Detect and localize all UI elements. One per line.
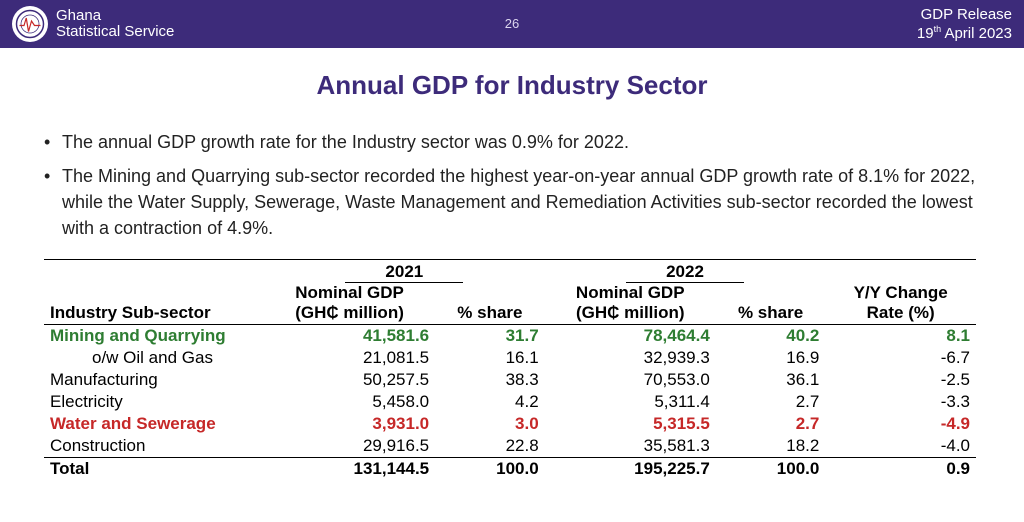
row-value: 31.7 <box>435 325 545 348</box>
org-name: Ghana Statistical Service <box>56 8 174 41</box>
table-row: Mining and Quarrying41,581.631.778,464.4… <box>44 325 976 348</box>
row-label: Mining and Quarrying <box>44 325 264 348</box>
release-info: GDP Release 19th April 2023 <box>917 6 1012 43</box>
gdp-table: 2021 2022 Industry Sub-sector Nominal GD… <box>44 259 976 480</box>
release-date: 19th April 2023 <box>917 24 1012 43</box>
row-value: 32,939.3 <box>545 347 716 369</box>
org-line2: Statistical Service <box>56 24 174 41</box>
row-label: Manufacturing <box>44 369 264 391</box>
year-2021: 2021 <box>264 260 545 284</box>
row-value: 16.9 <box>716 347 826 369</box>
row-value: 16.1 <box>435 347 545 369</box>
col-yy-change: Y/Y ChangeRate (%) <box>825 283 976 325</box>
row-value: 50,257.5 <box>264 369 435 391</box>
row-label: o/w Oil and Gas <box>44 347 264 369</box>
row-value: 21,081.5 <box>264 347 435 369</box>
table-row: Water and Sewerage3,931.03.05,315.52.7-4… <box>44 413 976 435</box>
row-value: -2.5 <box>825 369 976 391</box>
total-value: 100.0 <box>716 458 826 481</box>
row-value: 18.2 <box>716 435 826 458</box>
total-value: 195,225.7 <box>545 458 716 481</box>
bullet-text: The Mining and Quarrying sub-sector reco… <box>62 163 976 241</box>
row-value: 29,916.5 <box>264 435 435 458</box>
total-label: Total <box>44 458 264 481</box>
row-value: -4.9 <box>825 413 976 435</box>
row-value: 35,581.3 <box>545 435 716 458</box>
row-value: 5,311.4 <box>545 391 716 413</box>
page-title: Annual GDP for Industry Sector <box>0 70 1024 101</box>
year-2022: 2022 <box>545 260 826 284</box>
total-value: 131,144.5 <box>264 458 435 481</box>
row-value: 3.0 <box>435 413 545 435</box>
col-subsector: Industry Sub-sector <box>44 283 264 325</box>
row-value: -3.3 <box>825 391 976 413</box>
col-nominal-2021: Nominal GDP(GH₵ million) <box>264 283 435 325</box>
logo-icon <box>15 9 45 39</box>
gss-logo <box>12 6 48 42</box>
bullet-text: The annual GDP growth rate for the Indus… <box>62 129 629 155</box>
row-value: -6.7 <box>825 347 976 369</box>
table-row: Electricity5,458.04.25,311.42.7-3.3 <box>44 391 976 413</box>
bullet-item: •The Mining and Quarrying sub-sector rec… <box>44 163 976 241</box>
col-nominal-2022: Nominal GDP(GH₵ million) <box>545 283 716 325</box>
total-value: 100.0 <box>435 458 545 481</box>
row-value: 36.1 <box>716 369 826 391</box>
slide-number: 26 <box>505 16 519 31</box>
bullet-dot: • <box>44 163 62 241</box>
release-label: GDP Release <box>917 6 1012 24</box>
table-row: Construction29,916.522.835,581.318.2-4.0 <box>44 435 976 458</box>
org-line1: Ghana <box>56 8 174 25</box>
bullet-list: •The annual GDP growth rate for the Indu… <box>0 129 1024 241</box>
row-value: 41,581.6 <box>264 325 435 348</box>
row-value: -4.0 <box>825 435 976 458</box>
bullet-dot: • <box>44 129 62 155</box>
row-value: 8.1 <box>825 325 976 348</box>
row-value: 5,458.0 <box>264 391 435 413</box>
table-total-row: Total131,144.5100.0195,225.7100.00.9 <box>44 458 976 481</box>
table-row: Manufacturing50,257.538.370,553.036.1-2.… <box>44 369 976 391</box>
row-value: 70,553.0 <box>545 369 716 391</box>
table-row: o/w Oil and Gas21,081.516.132,939.316.9-… <box>44 347 976 369</box>
row-value: 2.7 <box>716 413 826 435</box>
row-label: Construction <box>44 435 264 458</box>
bullet-item: •The annual GDP growth rate for the Indu… <box>44 129 976 155</box>
gdp-table-wrap: 2021 2022 Industry Sub-sector Nominal GD… <box>0 249 1024 480</box>
total-value: 0.9 <box>825 458 976 481</box>
row-value: 4.2 <box>435 391 545 413</box>
row-value: 22.8 <box>435 435 545 458</box>
row-value: 2.7 <box>716 391 826 413</box>
row-value: 40.2 <box>716 325 826 348</box>
table-body: Mining and Quarrying41,581.631.778,464.4… <box>44 325 976 481</box>
row-label: Electricity <box>44 391 264 413</box>
row-value: 3,931.0 <box>264 413 435 435</box>
row-value: 78,464.4 <box>545 325 716 348</box>
row-value: 5,315.5 <box>545 413 716 435</box>
col-share-2021: % share <box>435 283 545 325</box>
row-value: 38.3 <box>435 369 545 391</box>
row-label: Water and Sewerage <box>44 413 264 435</box>
col-share-2022: % share <box>716 283 826 325</box>
slide-header: Ghana Statistical Service 26 GDP Release… <box>0 0 1024 48</box>
